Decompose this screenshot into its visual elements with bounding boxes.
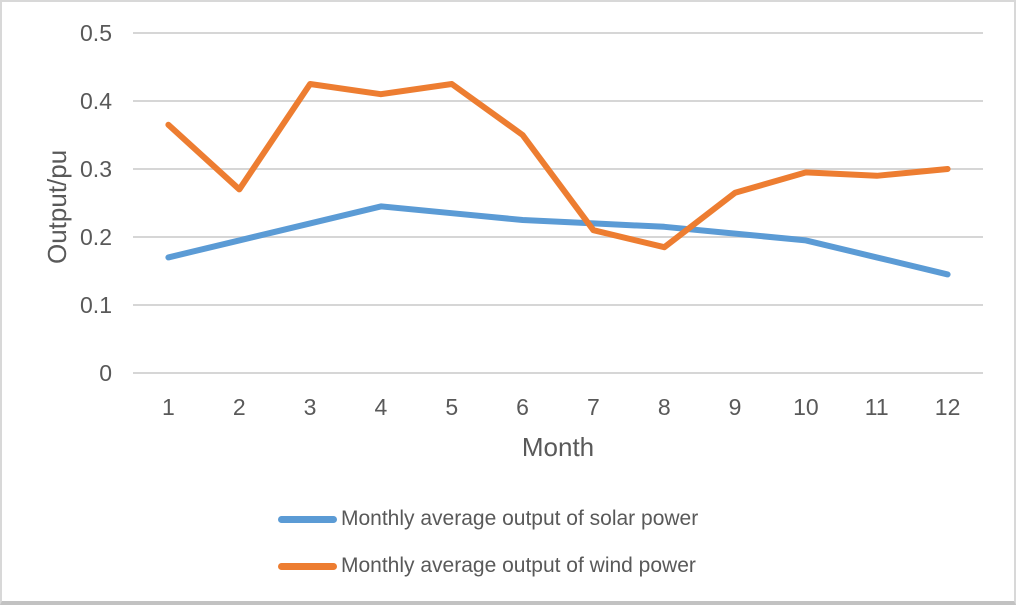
- y-tick-label: 0.4: [80, 88, 112, 114]
- x-tick-label: 5: [445, 394, 459, 420]
- x-tick-label: 4: [374, 394, 388, 420]
- y-tick-label: 0.2: [80, 224, 112, 250]
- y-tick-label: 0: [99, 360, 112, 386]
- x-axis-title: Month: [521, 432, 595, 462]
- x-tick-label: 12: [934, 394, 961, 420]
- wind-series-label: Monthly average output of wind power: [341, 554, 696, 577]
- x-tick-label: 10: [793, 394, 819, 420]
- y-tick-label: 0.3: [80, 156, 112, 182]
- y-tick-label: 0.5: [80, 20, 112, 46]
- legend: Monthly average output of solar power Mo…: [278, 506, 698, 600]
- x-tick-label: 7: [587, 394, 600, 420]
- solar-series-label: Monthly average output of solar power: [341, 507, 699, 530]
- x-tick-label: 6: [516, 394, 529, 420]
- legend-item-solar: Monthly average output of solar power: [278, 506, 698, 532]
- x-tick-label: 11: [864, 394, 889, 420]
- x-tick-label: 1: [162, 394, 175, 420]
- x-tick-label: 9: [728, 394, 742, 420]
- x-tick-label: 3: [303, 394, 317, 420]
- y-axis-title: Output/pu: [42, 149, 72, 264]
- legend-item-wind: Monthly average output of wind power: [278, 553, 698, 579]
- y-tick-label: 0.1: [80, 292, 112, 318]
- x-tick-label: 2: [232, 394, 246, 420]
- wind-series-line-swatch: [278, 562, 337, 570]
- solar-series-line-swatch: [278, 515, 337, 523]
- x-tick-label: 8: [657, 394, 671, 420]
